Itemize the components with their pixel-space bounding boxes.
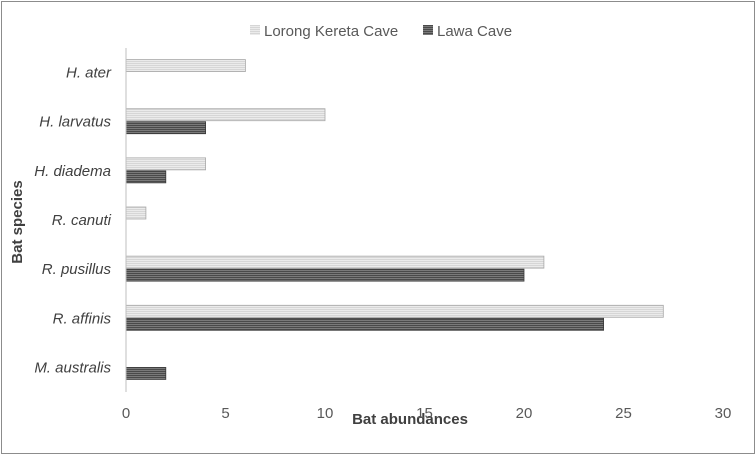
legend-swatch-lawa (423, 25, 433, 35)
bar-lawa (125, 317, 605, 331)
x-axis-title: Bat abundances (352, 411, 468, 428)
x-tick-label: 5 (221, 405, 229, 422)
bar-lawa (125, 170, 167, 184)
bar-lorong-kereta (125, 108, 326, 122)
legend-label-lawa: Lawa Cave (437, 23, 512, 40)
category-label: H. diadema (34, 163, 111, 180)
bar-lawa (125, 367, 167, 380)
legend-swatch-lorong-kereta (250, 25, 260, 35)
x-tick-label: 10 (317, 405, 334, 422)
category-label: R. pusillus (42, 261, 112, 278)
x-tick-label: 0 (122, 405, 130, 422)
category-label: R. affinis (53, 310, 112, 327)
x-tick-label: 25 (615, 405, 632, 422)
x-tick-label: 15 (416, 405, 433, 422)
legend: Lorong Kereta Cave Lawa Cave (250, 23, 512, 40)
bars-group (125, 59, 664, 380)
bar-lorong-kereta (125, 255, 545, 269)
category-label: M. australis (34, 359, 111, 376)
bar-lawa (125, 121, 206, 135)
bar-lorong-kereta (125, 206, 147, 220)
category-label: H. larvatus (39, 114, 111, 131)
x-tick-labels: 0 5 10 15 20 25 30 (122, 405, 732, 422)
x-tick-label: 20 (516, 405, 533, 422)
bar-lorong-kereta (125, 59, 246, 72)
category-label: R. canuti (52, 212, 112, 229)
bar-lawa (125, 268, 525, 282)
x-tick-label: 30 (715, 405, 732, 422)
category-label: H. ater (66, 65, 112, 82)
category-labels: H. ater H. larvatus H. diadema R. canuti R. … (34, 65, 112, 377)
bar-lorong-kereta (125, 304, 664, 318)
bar-lorong-kereta (125, 157, 206, 171)
legend-label-lorong-kereta: Lorong Kereta Cave (264, 23, 398, 40)
y-axis-title: Bat species (9, 180, 26, 263)
